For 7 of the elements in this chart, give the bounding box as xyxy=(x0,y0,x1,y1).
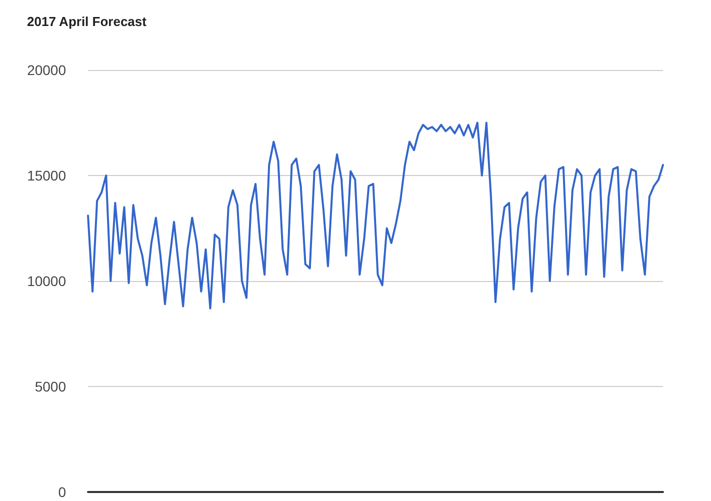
y-tick-label: 15000 xyxy=(27,168,66,184)
line-series xyxy=(87,122,664,310)
y-tick-label: 10000 xyxy=(27,273,66,289)
y-tick-label: 5000 xyxy=(34,378,66,394)
y-tick-label: 20000 xyxy=(27,62,66,78)
chart-title: 2017 April Forecast xyxy=(27,14,148,29)
y-tick-label: 0 xyxy=(58,484,66,500)
